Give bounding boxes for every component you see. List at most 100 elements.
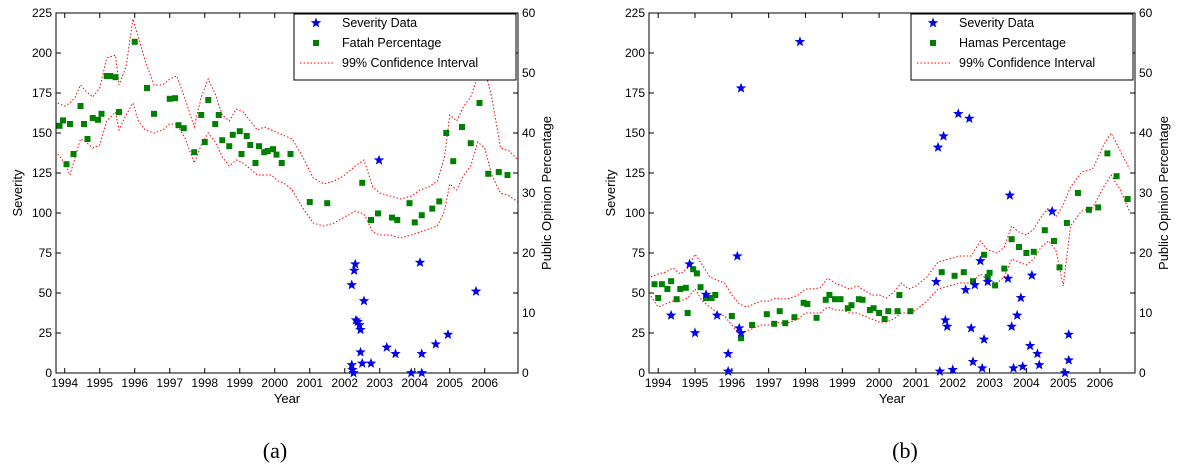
severity-point (735, 82, 747, 93)
opinion-point (116, 109, 122, 115)
opinion-point (844, 305, 851, 312)
severity-point (346, 359, 357, 370)
y-right-tick-label: 40 (522, 126, 536, 140)
opinion-point (859, 296, 866, 303)
severity-point (1063, 354, 1074, 365)
opinion-point (287, 151, 294, 157)
opinion-point (252, 160, 259, 166)
x-tick-label: 1997 (755, 376, 782, 390)
x-axis-label: Year (879, 391, 906, 406)
y-right-tick-label: 20 (522, 246, 536, 260)
y-tick-label: 0 (638, 366, 645, 380)
opinion-point (166, 95, 173, 102)
y-tick-label: 100 (625, 206, 645, 220)
opinion-point (436, 198, 443, 205)
severity-point (932, 141, 944, 152)
x-tick-label: 2001 (903, 376, 930, 390)
opinion-point (98, 110, 105, 117)
opinion-point (938, 269, 945, 276)
y-right-tick-label: 0 (1139, 366, 1146, 380)
opinion-point (970, 278, 976, 285)
opinion-point (264, 148, 271, 154)
opinion-point (664, 286, 671, 292)
severity-point (442, 329, 454, 340)
severity-point (960, 284, 971, 295)
opinion-point (375, 210, 381, 217)
severity-point (934, 365, 946, 376)
opinion-point (876, 310, 883, 316)
opinion-point (837, 296, 844, 303)
x-tick-label: 2002 (939, 376, 966, 390)
legend-opinion-marker (930, 40, 936, 46)
y-tick-label: 225 (625, 6, 645, 20)
opinion-point (180, 125, 187, 132)
severity-point (348, 367, 359, 378)
opinion-point (658, 281, 665, 288)
x-tick-label: 1997 (156, 376, 183, 390)
y-tick-label: 150 (625, 126, 645, 140)
opinion-point (690, 266, 697, 273)
legend-entry: Severity Data (342, 16, 417, 30)
severity-point (982, 276, 993, 287)
x-axis-label: Year (274, 391, 301, 406)
x-tick-label: 1994 (51, 376, 78, 390)
confidence-interval-upper (57, 18, 519, 200)
opinion-point (256, 143, 262, 150)
y-tick-label: 75 (39, 246, 53, 260)
opinion-point (1023, 250, 1030, 256)
opinion-point (429, 205, 436, 212)
opinion-point (81, 121, 87, 127)
opinion-point (668, 278, 675, 285)
opinion-point (763, 311, 770, 318)
axes-box (648, 12, 1136, 374)
severity-point (700, 289, 712, 300)
severity-point (978, 333, 990, 344)
severity-point (346, 279, 357, 290)
opinion-point (238, 151, 245, 157)
x-tick-label: 2003 (976, 376, 1003, 390)
severity-point (722, 365, 734, 376)
severity-point (1046, 205, 1058, 216)
opinion-point (822, 296, 829, 303)
opinion-point (800, 299, 807, 306)
opinion-point (229, 131, 236, 138)
x-tick-label: 1995 (86, 376, 113, 390)
severity-point (975, 255, 986, 266)
x-tick-label: 2006 (471, 376, 498, 390)
opinion-point (776, 308, 783, 315)
x-tick-label: 1995 (682, 376, 709, 390)
legend-entry: Severity Data (959, 16, 1034, 30)
severity-point (1024, 340, 1036, 351)
opinion-point (684, 310, 691, 316)
legend-severity-marker (310, 17, 322, 28)
opinion-point (191, 149, 198, 156)
opinion-point (712, 292, 719, 298)
opinion-point (1001, 265, 1008, 272)
severity-point (969, 279, 981, 290)
severity-point (953, 108, 964, 119)
confidence-interval-lower (650, 174, 1130, 335)
opinion-point (1074, 190, 1081, 196)
opinion-point (394, 217, 401, 223)
y-right-axis-label: Public Opinion Percentage (1156, 116, 1171, 270)
opinion-point (215, 112, 222, 118)
x-tick-label: 2002 (331, 376, 358, 390)
opinion-point (198, 112, 205, 118)
severity-point (1004, 189, 1016, 200)
opinion-point (960, 269, 967, 276)
y-tick-label: 25 (39, 326, 53, 340)
y-right-axis-label: Public Opinion Percentage (539, 116, 554, 270)
opinion-point (485, 170, 492, 177)
severity-point (711, 309, 723, 320)
opinion-point (144, 85, 150, 91)
opinion-point (389, 214, 395, 221)
opinion-point (450, 158, 457, 165)
opinion-point (1095, 204, 1102, 211)
severity-point (355, 346, 366, 357)
severity-point (1063, 329, 1074, 340)
opinion-point (212, 121, 219, 127)
y-tick-label: 50 (39, 286, 53, 300)
opinion-point (443, 130, 450, 136)
opinion-point (504, 172, 511, 178)
